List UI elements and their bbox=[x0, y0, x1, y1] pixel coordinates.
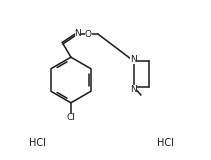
Text: HCl: HCl bbox=[30, 138, 46, 148]
Text: HCl: HCl bbox=[157, 138, 174, 148]
Text: Cl: Cl bbox=[66, 113, 75, 122]
Text: N: N bbox=[130, 85, 137, 94]
Text: N: N bbox=[130, 55, 137, 64]
Text: O: O bbox=[85, 30, 92, 39]
Text: N: N bbox=[75, 29, 81, 38]
